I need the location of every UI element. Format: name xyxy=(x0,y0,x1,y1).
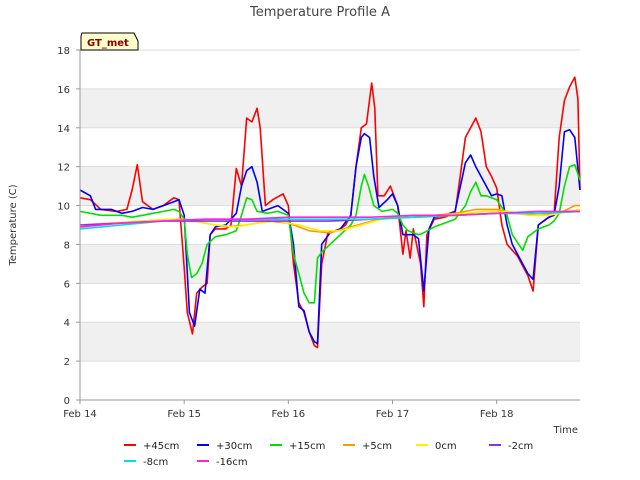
y-tick-label: 16 xyxy=(57,85,70,96)
grid-band xyxy=(80,322,580,362)
x-tick-label: Feb 15 xyxy=(167,409,201,420)
series-line-+30cm xyxy=(79,128,581,345)
x-tick-label: Feb 16 xyxy=(272,409,306,420)
legend-label: -8cm xyxy=(143,457,168,468)
badge-box xyxy=(80,32,139,51)
grid-bands xyxy=(80,49,580,401)
y-tick-label: 4 xyxy=(64,318,70,329)
x-tick-label: Feb 17 xyxy=(376,409,410,420)
legend-label: +15cm xyxy=(289,441,325,452)
y-tick-label: 10 xyxy=(57,202,70,213)
x-axis-label: Time xyxy=(553,425,578,436)
chart-title: Temperature Profile A xyxy=(249,5,390,20)
y-tick-label: 14 xyxy=(57,124,70,135)
badge: GT_met xyxy=(80,32,139,51)
y-tick-label: 12 xyxy=(57,163,70,174)
legend-label: -2cm xyxy=(508,441,533,452)
legend-label: +30cm xyxy=(216,441,252,452)
y-tick-labels: 0 2 4 6 8 10 12 14 16 18 xyxy=(57,46,80,407)
x-tick-label: Feb 14 xyxy=(63,409,97,420)
badge-label: GT_met xyxy=(87,38,129,49)
y-axis-label: Temperature (C) xyxy=(8,184,19,266)
legend: +45cm +30cm +15cm +5cm 0cm -2cm -8cm -16cm xyxy=(124,441,533,468)
grid-band xyxy=(80,244,580,284)
y-tick-label: 8 xyxy=(64,240,70,251)
series-line--16cm xyxy=(79,210,580,228)
y-tick-label: 2 xyxy=(64,357,70,368)
y-tick-label: 18 xyxy=(57,46,70,57)
x-tick-labels: Feb 14 Feb 15 Feb 16 Feb 17 Feb 18 xyxy=(63,400,513,420)
y-tick-label: 6 xyxy=(64,279,70,290)
grid-band xyxy=(80,88,580,128)
series-lines xyxy=(79,76,581,349)
legend-label: 0cm xyxy=(435,441,457,452)
legend-label: +45cm xyxy=(143,441,179,452)
legend-label: +5cm xyxy=(362,441,392,452)
y-tick-label: 0 xyxy=(64,396,70,407)
grid-band xyxy=(80,166,580,206)
legend-label: -16cm xyxy=(216,457,248,468)
x-tick-label: Feb 18 xyxy=(480,409,514,420)
